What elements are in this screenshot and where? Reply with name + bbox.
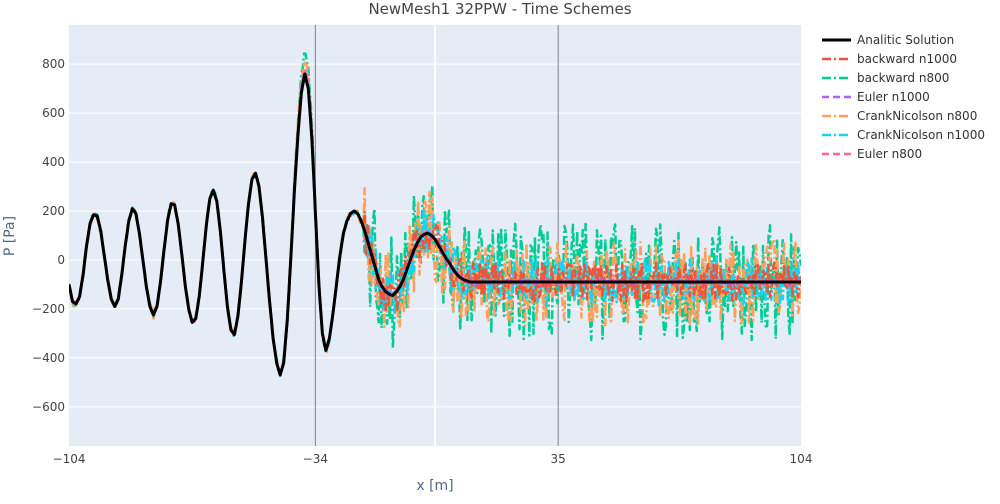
y-tick-label: 400 <box>42 155 65 169</box>
y-axis-title: P [Pa] <box>2 216 18 256</box>
legend-item[interactable]: backward n1000 <box>822 52 957 66</box>
x-axis-title: x [m] <box>416 478 453 494</box>
legend-label: Euler n800 <box>857 147 922 161</box>
legend[interactable]: Analitic Solution backward n1000 backward … <box>822 33 985 161</box>
y-tick-label: 800 <box>42 57 65 71</box>
legend-item[interactable]: Euler n800 <box>822 147 922 161</box>
y-tick-label: −200 <box>32 302 65 316</box>
legend-item[interactable]: Analitic Solution <box>822 33 954 47</box>
legend-label: CrankNicolson n1000 <box>857 128 985 142</box>
series-line-0 <box>69 72 801 377</box>
x-tick-label: −104 <box>53 452 86 466</box>
legend-label: Euler n1000 <box>857 90 930 104</box>
legend-label: CrankNicolson n800 <box>857 109 977 123</box>
x-axis-ticks: −104 −34 35 104 <box>53 452 813 466</box>
x-tick-label: 35 <box>551 452 566 466</box>
y-tick-label: 600 <box>42 106 65 120</box>
legend-item[interactable]: CrankNicolson n1000 <box>822 128 985 142</box>
y-tick-label: −400 <box>32 351 65 365</box>
x-tick-label: −34 <box>303 452 328 466</box>
series-layer <box>69 52 801 377</box>
legend-label: Analitic Solution <box>857 33 954 47</box>
x-tick-label: 104 <box>790 452 813 466</box>
series-line-3 <box>69 69 801 377</box>
legend-item[interactable]: CrankNicolson n800 <box>822 109 977 123</box>
y-axis-ticks: −600 −400 −200 0 200 400 600 800 <box>32 57 65 414</box>
legend-item[interactable]: backward n800 <box>822 71 949 85</box>
y-tick-label: −600 <box>32 400 65 414</box>
series-line-1 <box>69 70 801 376</box>
legend-label: backward n1000 <box>857 52 957 66</box>
chart-title: NewMesh1 32PPW - Time Schemes <box>368 0 631 18</box>
legend-label: backward n800 <box>857 71 949 85</box>
y-tick-label: 200 <box>42 204 65 218</box>
y-tick-label: 0 <box>57 253 65 267</box>
legend-item[interactable]: Euler n1000 <box>822 90 930 104</box>
